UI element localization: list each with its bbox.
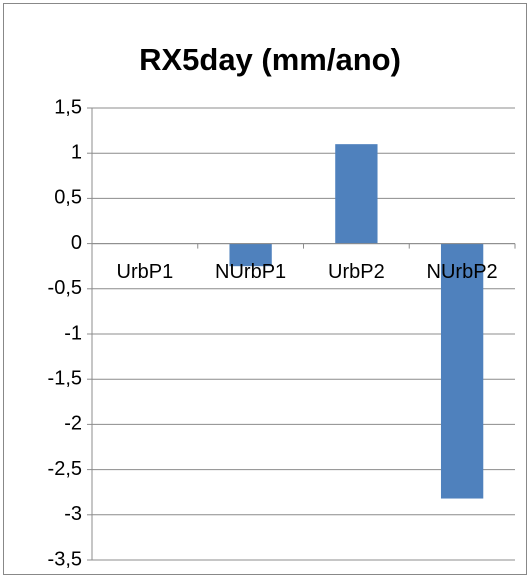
y-tick-label: -2,5 <box>48 458 82 480</box>
y-tick-label: 1 <box>71 141 82 163</box>
y-tick-label: -1 <box>64 322 82 344</box>
x-tick-label: NUrbP1 <box>215 261 286 283</box>
y-tick-label: 0 <box>71 232 82 254</box>
x-tick-label: NUrbP2 <box>427 261 498 283</box>
y-tick-label: -2 <box>64 413 82 435</box>
y-tick-label: 1,5 <box>54 96 82 118</box>
bar <box>335 144 378 244</box>
chart-title: RX5day (mm/ano) <box>139 42 401 77</box>
y-tick-label: -3,5 <box>48 548 82 570</box>
x-tick-label: UrbP2 <box>328 261 385 283</box>
x-tick-label: UrbP1 <box>117 261 174 283</box>
bar <box>440 243 484 499</box>
y-tick-label: -1,5 <box>48 367 82 389</box>
y-tick-label: 0,5 <box>54 187 82 209</box>
y-tick-label: -0,5 <box>48 277 82 299</box>
y-tick-label: -3 <box>64 503 82 525</box>
bar <box>229 243 272 267</box>
